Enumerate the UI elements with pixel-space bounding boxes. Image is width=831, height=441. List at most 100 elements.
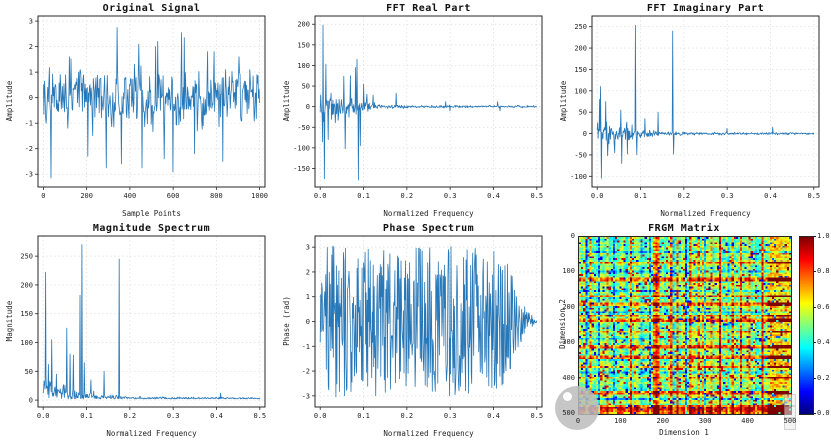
y-tick-label: -3	[302, 392, 310, 400]
x-tick-label: 0.1	[80, 412, 93, 420]
y-tick-label: -2	[302, 368, 310, 376]
y-tick-label: 150	[20, 310, 33, 318]
x-tick-label: 0.4	[487, 412, 500, 420]
watermark-circle	[555, 386, 599, 430]
signal-line	[42, 244, 261, 400]
x-tick-label: 0.0	[591, 192, 604, 200]
y-tick-label: 50	[579, 109, 587, 117]
x-tick-label: 200	[80, 192, 93, 200]
frgm-matrix-heatmap	[578, 236, 792, 415]
watermark-glyph	[784, 418, 796, 430]
y-tick-label: 1	[306, 293, 310, 301]
x-tick-label: 0.4	[210, 412, 223, 420]
y-tick-label: -2	[25, 145, 33, 153]
x-axis-label: Normalized Frequency	[383, 429, 474, 438]
x-tick-label: 0	[41, 192, 45, 200]
x-tick-label: 0.5	[530, 412, 543, 420]
y-tick-label: 200	[574, 45, 587, 53]
y-tick-label: 200	[562, 302, 575, 311]
signal-line	[319, 24, 538, 181]
y-tick-label: 50	[302, 83, 310, 91]
x-tick-label: 100	[614, 417, 627, 425]
y-tick-label: 0	[570, 232, 575, 240]
colorbar-tick-mark	[813, 377, 816, 379]
x-axis-label: Dimension 1	[659, 428, 709, 437]
y-tick-label: 100	[574, 87, 587, 95]
x-axis-label: Sample Points	[122, 209, 181, 218]
signal-line	[43, 27, 260, 179]
signal-line	[319, 245, 538, 398]
x-tick-label: 0.5	[530, 192, 543, 200]
subplot-fft-imaginary: FFT Imaginary Part Amplitude 0.0 0.1 0.2 0.…	[554, 0, 831, 220]
x-tick-label: 1000	[251, 192, 268, 200]
original-signal-plot: 0 200 400 600 800 1000 -3 -2 -1 0 1 2 3	[25, 15, 268, 200]
x-tick-label: 600	[167, 192, 180, 200]
y-tick-label: 200	[297, 21, 310, 29]
subplot-phase-spectrum: Phase Spectrum Phase (rad) 0.0 0.1 0.2 0.3 0…	[277, 220, 554, 440]
x-tick-label: 0.1	[357, 192, 370, 200]
x-tick-label: 0.4	[764, 192, 777, 200]
x-tick-label: 400	[741, 417, 754, 425]
colorbar-tick-mark	[813, 342, 816, 344]
x-tick-label: 0.0	[314, 192, 327, 200]
y-tick-label: -150	[293, 165, 310, 173]
colorbar-tick-label: 0.4	[817, 338, 830, 347]
subplot-title: FRGM Matrix	[648, 223, 720, 234]
y-tick-label: 50	[25, 368, 33, 376]
x-tick-label: 500	[783, 417, 797, 425]
x-tick-label: 0.3	[721, 192, 734, 200]
y-tick-label: -1	[302, 343, 310, 351]
axes-spine	[314, 15, 543, 188]
colorbar-tick-label: 0.6	[817, 302, 830, 311]
y-tick-label: 100	[562, 267, 575, 276]
y-tick-label: 100	[297, 62, 310, 70]
subplot-title: FFT Imaginary Part	[646, 3, 765, 14]
colorbar-tick-label: 0.2	[817, 373, 830, 382]
y-tick-label: 400	[562, 373, 575, 382]
y-tick-label: -50	[574, 151, 587, 159]
y-tick-label: 250	[574, 23, 587, 31]
colorbar-tick-label: 0.0	[817, 409, 830, 417]
x-tick-label: 0.1	[634, 192, 647, 200]
subplot-magnitude-spectrum: Magnitude Spectrum Magnitude 0.0 0.1 0.2 0.…	[0, 220, 277, 440]
y-tick-label: -3	[25, 171, 33, 179]
x-axis-label: Normalized Frequency	[660, 209, 751, 218]
colorbar-tick-label: 0.8	[817, 267, 830, 276]
y-tick-label: 0	[29, 397, 33, 405]
y-tick-label: 0	[583, 130, 587, 138]
y-tick-label: 150	[297, 41, 310, 49]
watermark-glyph	[784, 406, 796, 418]
subplot-title: FFT Real Part	[386, 3, 471, 14]
x-tick-label: 0.3	[444, 192, 457, 200]
y-tick-label: -1	[25, 120, 33, 128]
y-tick-label: 500	[562, 409, 575, 417]
x-tick-label: 0.3	[167, 412, 180, 420]
y-tick-label: 150	[574, 66, 587, 74]
subplot-title: Phase Spectrum	[382, 223, 475, 234]
y-tick-label: 0	[306, 103, 310, 111]
subplot-title: Magnitude Spectrum	[92, 223, 211, 234]
y-tick-label: 100	[20, 339, 33, 347]
subplot-fft-real: FFT Real Part Amplitude 0.0 0.1 0.2 0.3 0.4 0…	[277, 0, 554, 220]
x-tick-label: 0.0	[314, 412, 327, 420]
colorbar	[799, 236, 814, 415]
x-tick-label: 0	[575, 417, 581, 425]
y-tick-label: 2	[29, 43, 33, 51]
y-tick-label: 3	[29, 18, 33, 26]
x-tick-label: 0.2	[401, 192, 414, 200]
x-tick-label: 0.5	[253, 412, 266, 420]
x-tick-label: 0.0	[37, 412, 50, 420]
x-tick-label: 300	[698, 417, 712, 425]
watermark-glyph	[784, 394, 796, 406]
colorbar-tick-mark	[813, 306, 816, 308]
axes-spine	[591, 15, 820, 188]
x-tick-label: 400	[124, 192, 137, 200]
x-tick-label: 0.5	[807, 192, 820, 200]
y-tick-label: 0	[306, 318, 310, 326]
axes-spine	[37, 15, 266, 188]
y-tick-label: 3	[306, 244, 310, 252]
y-tick-label: -50	[297, 124, 310, 132]
fft-imaginary-plot: 0.0 0.1 0.2 0.3 0.4 0.5 -100 -50 0 50 100 150 200 250	[570, 15, 820, 200]
colorbar-tick-mark	[813, 236, 816, 237]
